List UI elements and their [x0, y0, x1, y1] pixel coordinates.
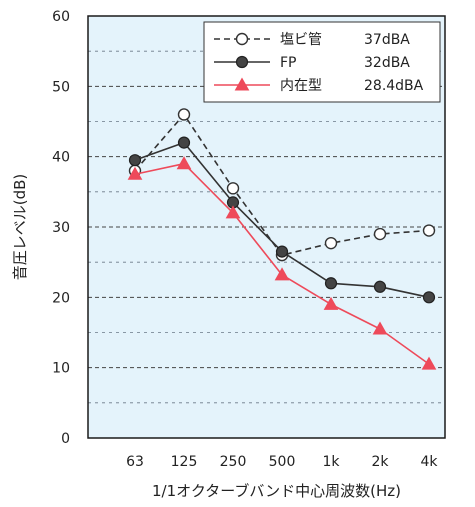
legend-level: 37dBA	[364, 32, 410, 48]
x-tick-label: 4k	[420, 454, 438, 470]
data-point	[372, 321, 388, 335]
y-tick-label: 50	[52, 79, 70, 95]
data-point	[177, 108, 191, 121]
legend-label: FP	[280, 55, 297, 71]
legend-level: 28.4dBA	[364, 78, 424, 94]
y-axis-title: 音圧レベル(dB)	[11, 174, 29, 281]
x-tick-label: 2k	[371, 454, 389, 470]
y-tick-label: 40	[52, 150, 70, 166]
data-point	[422, 291, 436, 304]
legend-label: 内在型	[280, 78, 322, 94]
data-point	[176, 156, 192, 170]
y-axis-ticks: 0 10 20 30 40 50 60	[52, 9, 70, 447]
y-tick-label: 30	[52, 220, 70, 236]
legend-marker	[234, 77, 250, 91]
legend-item: 塩ビ管 37dBA	[214, 32, 410, 48]
legend-item: FP 32dBA	[214, 55, 410, 71]
y-tick-label: 60	[52, 9, 70, 25]
gridlines	[88, 50, 445, 404]
x-axis-title: 1/1オクターブバンド中心周波数(Hz)	[152, 482, 401, 500]
legend-marker	[235, 55, 249, 69]
x-axis-ticks: 63 125 250 500 1k 2k 4k	[126, 454, 438, 470]
x-tick-label: 63	[126, 454, 144, 470]
x-tick-label: 250	[220, 454, 247, 470]
x-tick-label: 1k	[322, 454, 340, 470]
data-point	[373, 227, 387, 241]
series-3	[127, 156, 437, 370]
x-tick-label: 500	[269, 454, 296, 470]
data-point	[373, 280, 387, 293]
data-point	[274, 267, 290, 281]
data-point	[323, 296, 339, 310]
y-tick-label: 20	[52, 290, 70, 306]
data-point	[127, 166, 143, 180]
data-point	[324, 277, 338, 290]
data-point	[177, 136, 191, 149]
data-point	[226, 182, 240, 195]
legend-label: 塩ビ管	[280, 32, 322, 48]
data-point	[422, 224, 436, 237]
plot-frame	[87, 15, 446, 439]
y-tick-label: 0	[61, 431, 70, 447]
data-point	[128, 154, 142, 167]
legend-level: 32dBA	[364, 55, 410, 71]
data-point	[421, 356, 437, 370]
data-point	[324, 236, 338, 250]
data-point	[225, 205, 241, 219]
series-layer	[127, 108, 437, 370]
legend-marker	[235, 32, 249, 46]
series-2	[128, 136, 436, 304]
y-tick-label: 10	[52, 361, 70, 377]
legend: 塩ビ管 37dBA FP 32dBA 内在型 28.4dBA	[203, 21, 441, 103]
data-point	[275, 245, 289, 258]
legend-item: 内在型 28.4dBA	[214, 77, 424, 94]
x-tick-label: 125	[171, 454, 198, 470]
